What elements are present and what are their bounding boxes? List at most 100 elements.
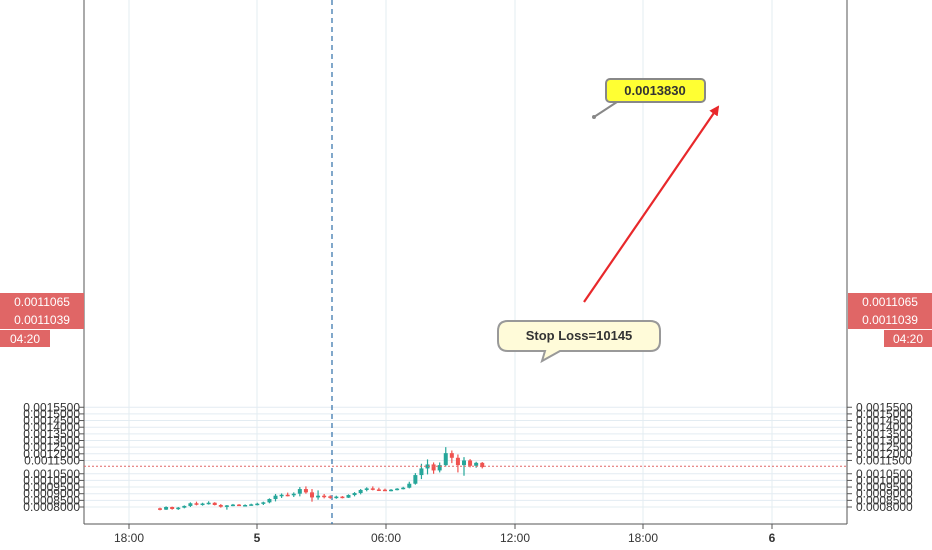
candle [407, 481, 412, 489]
y-tick-label-right: 0.0013500 [856, 427, 913, 441]
candle-body [255, 503, 260, 506]
right-countdown-badge: 04:20 [893, 332, 923, 346]
candle-body [443, 453, 448, 466]
candle-body [480, 462, 485, 468]
candle [194, 501, 199, 506]
candle-body [431, 464, 436, 471]
candle-body [206, 502, 211, 505]
candle [449, 450, 454, 464]
candle-body [182, 505, 187, 508]
candle [376, 487, 381, 492]
x-tick-label: 18:00 [114, 531, 144, 545]
candle-body [291, 493, 296, 496]
candle-body [364, 488, 369, 490]
candle-body [188, 503, 193, 506]
y-tick-label-right: 0.0012500 [856, 440, 913, 454]
y-tick-label-left: 0.0012500 [23, 440, 80, 454]
candle-body [285, 494, 290, 497]
candle [164, 506, 169, 510]
candle [328, 495, 333, 499]
candle [279, 493, 284, 498]
candle-body [449, 453, 454, 458]
candle [346, 494, 351, 498]
candle-body [376, 489, 381, 491]
y-tick-label-right: 0.0015500 [856, 400, 913, 414]
y-tick-label-right: 0.0010500 [856, 467, 913, 481]
x-tick-label: 12:00 [500, 531, 530, 545]
candle-body [237, 504, 242, 507]
candle-body [261, 502, 266, 504]
candle-body [224, 505, 229, 507]
candle [389, 489, 394, 492]
candle [455, 454, 460, 473]
annotations: 0.0013830 Stop Loss=10145 [497, 78, 720, 364]
candle-body [297, 489, 302, 494]
candle [243, 504, 248, 507]
x-tick-label: 06:00 [371, 531, 401, 545]
target-arrow [583, 105, 720, 303]
candle [218, 504, 223, 508]
y-tick-label-right: 0.0010000 [856, 473, 913, 487]
candle-body [322, 495, 327, 498]
candle-body [455, 457, 460, 466]
candle-body [212, 502, 217, 506]
target-callout: 0.0013830 [592, 78, 706, 119]
candle [230, 503, 235, 507]
y-tick-label-right: 0.0011500 [856, 453, 912, 467]
price-badges: 0.0011065 0.0011039 04:20 0.0011065 0.00… [0, 293, 932, 347]
candle [401, 486, 406, 490]
candle-body [334, 496, 339, 499]
y-tick-label-left: 0.0008500 [23, 493, 80, 507]
candle-body [316, 495, 321, 498]
candle [291, 492, 296, 498]
candle [158, 507, 162, 511]
candle [474, 461, 479, 468]
candle-body [279, 494, 284, 497]
candle [188, 502, 193, 507]
candle-body [200, 503, 205, 506]
candle [273, 493, 278, 502]
candle [431, 462, 436, 474]
candle [297, 487, 302, 497]
candle-body [474, 462, 479, 466]
candle-body [419, 468, 424, 476]
y-tick-label-left: 0.0015000 [23, 407, 80, 421]
candle-body [401, 487, 406, 490]
candle [480, 462, 485, 469]
candle-body [328, 496, 333, 498]
candle-body [303, 489, 308, 493]
candle [370, 486, 375, 491]
x-tick-label: 18:00 [628, 531, 658, 545]
candle [334, 495, 339, 499]
candle [413, 473, 418, 485]
candle [443, 447, 448, 467]
candle [255, 502, 260, 506]
stop-loss-label: Stop Loss=10145 [526, 328, 633, 343]
y-tick-label-left: 0.0012000 [23, 447, 80, 461]
candle [310, 489, 314, 502]
y-tick-label-left: 0.0014500 [23, 414, 80, 428]
candle-body [468, 460, 473, 466]
candle-body [194, 503, 199, 505]
candle-body [310, 492, 314, 498]
candle [212, 502, 217, 506]
candle-body [346, 495, 351, 498]
right-second-price-badge: 0.0011039 [862, 313, 918, 327]
candle [303, 486, 308, 494]
y-tick-label-left: 0.0011500 [24, 453, 80, 467]
candle [170, 506, 175, 510]
candle [425, 459, 430, 475]
candle-body [413, 475, 418, 484]
y-tick-label-right: 0.0009000 [856, 487, 913, 501]
y-tick-label-left: 0.0014000 [23, 420, 80, 434]
candle [285, 492, 290, 497]
y-tick-label-left: 0.0009500 [23, 480, 80, 494]
candle-body [164, 507, 169, 510]
candle [364, 487, 369, 492]
candle-body [158, 508, 162, 510]
candle [200, 502, 205, 506]
candle [249, 503, 254, 506]
y-tick-label-right: 0.0013000 [856, 434, 913, 448]
